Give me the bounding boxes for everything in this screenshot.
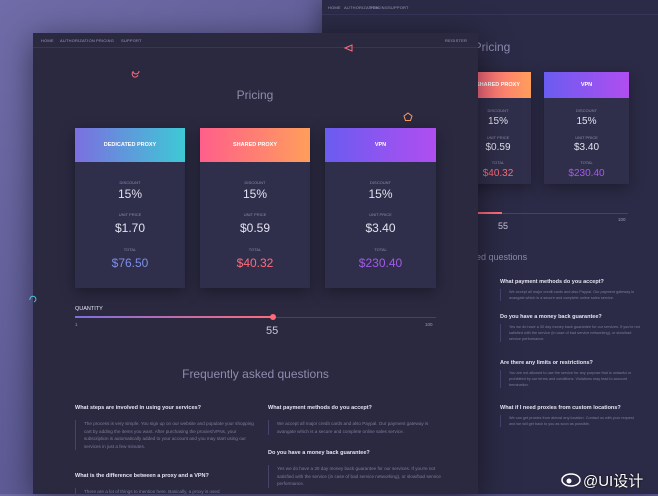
- discount-label: DISCOUNT: [487, 108, 509, 113]
- total-label: TOTAL: [491, 160, 505, 165]
- quantity-max: 100: [425, 322, 433, 327]
- unit-price: $0.59: [485, 142, 511, 153]
- faq-question: What if I need proxies from custom locat…: [500, 405, 621, 411]
- nav-item[interactable]: AUTHORIZATION: [60, 38, 95, 43]
- faq-question: What is the difference between a proxy a…: [75, 473, 209, 479]
- faq-answer: The process is very simple. You sign up …: [75, 420, 255, 450]
- weibo-icon: [561, 473, 581, 487]
- faq-title: Frequently asked questions: [182, 367, 329, 381]
- unit-price-label: UNIT PRICE: [575, 135, 598, 140]
- faq-item: What if I need proxies from custom locat…: [500, 405, 640, 427]
- register-link[interactable]: REGISTER: [445, 38, 468, 43]
- faq-item: Are there any limits or restrictions? Yo…: [500, 360, 640, 388]
- faq-item: What is the difference between a proxy a…: [75, 473, 255, 496]
- unit-price: $0.59: [239, 221, 271, 235]
- unit-price-label: UNIT PRICE: [243, 212, 267, 217]
- deco-arc: [29, 295, 37, 303]
- faq-question: What payment methods do you accept?: [268, 405, 372, 411]
- plan-card: DEDICATED PROXY DISCOUNT 15% UNIT PRICE …: [75, 128, 185, 288]
- decorations: [132, 44, 413, 121]
- faq-question: What payment methods do you accept?: [500, 279, 604, 285]
- discount-label: DISCOUNT: [244, 180, 266, 185]
- nav-bar: HOME AUTHORIZATION PRICING SUPPORT REGIS…: [33, 33, 478, 48]
- nav-item[interactable]: PRICING: [370, 5, 389, 10]
- faq-answer: Yes we do have a 30 day money back guara…: [268, 465, 448, 488]
- watermark: @UI设计: [583, 473, 644, 490]
- plan-name: SHARED PROXY: [200, 128, 310, 162]
- unit-price-label: UNIT PRICE: [369, 212, 392, 217]
- nav-item[interactable]: AUTHORIZATION: [344, 5, 379, 10]
- nav-item[interactable]: SUPPORT: [388, 5, 409, 10]
- slider-knob[interactable]: [270, 314, 276, 320]
- slider-fill: [75, 316, 273, 318]
- total: $230.40: [358, 256, 403, 270]
- total-label: TOTAL: [248, 247, 262, 252]
- plan-name: VPN: [325, 128, 436, 162]
- total: $40.32: [482, 168, 514, 179]
- discount-label: DISCOUNT: [370, 180, 391, 185]
- quantity-min: 1: [75, 322, 78, 327]
- total: $230.40: [568, 168, 605, 179]
- deco-arc: [132, 70, 140, 75]
- unit-price: $3.40: [573, 142, 600, 153]
- nav-bar: HOME AUTHORIZATION PRICING SUPPORT: [322, 0, 658, 15]
- unit-price-label: UNIT PRICE: [118, 212, 142, 217]
- nav-item[interactable]: PRICING: [96, 38, 115, 43]
- faq-item: What steps are involved in using your se…: [75, 405, 255, 450]
- total-label: TOTAL: [123, 247, 137, 252]
- quantity-label: QUANTITY: [75, 306, 103, 312]
- discount: 15%: [242, 187, 268, 201]
- slider-track: [462, 213, 628, 214]
- faq-question: What steps are involved in using your se…: [75, 405, 201, 411]
- nav-item[interactable]: SUPPORT: [121, 38, 142, 43]
- slider-fill: [462, 212, 502, 214]
- faq-question: Do you have a money back guarantee?: [500, 314, 602, 320]
- page-title: Pricing: [236, 88, 274, 102]
- deco-arc: [131, 71, 139, 78]
- discount: 15%: [117, 187, 143, 201]
- nav-item[interactable]: HOME: [41, 38, 54, 43]
- faq-answer: Yes we do have a 30 day money back guara…: [500, 324, 640, 342]
- faq-item: Do you have a money back guarantee? Yes …: [268, 450, 448, 488]
- faq-answer: We accept all major credit cards and als…: [500, 289, 640, 301]
- plan-card: SHARED PROXY DISCOUNT 15% UNIT PRICE $0.…: [200, 128, 310, 288]
- unit-price: $3.40: [365, 221, 396, 235]
- plan-card: VPN DISCOUNT 15% UNIT PRICE $3.40 TOTAL …: [544, 72, 629, 184]
- deco-pentagon: [403, 112, 413, 121]
- faq-answer: We accept all major credit cards and als…: [268, 420, 448, 435]
- total: $76.50: [111, 256, 149, 270]
- faq-answer: You are not allowed to use the service f…: [500, 370, 640, 388]
- faq-item: What payment methods do you accept? We a…: [268, 405, 448, 435]
- total-label: TOTAL: [374, 247, 387, 252]
- total-label: TOTAL: [580, 160, 593, 165]
- nav-item[interactable]: HOME: [328, 5, 341, 10]
- faq-answer: We can get proxies from almost any locat…: [500, 415, 640, 427]
- front-page: HOME AUTHORIZATION PRICING SUPPORT REGIS…: [33, 33, 478, 496]
- discount: 15%: [368, 187, 393, 201]
- faq-item: What payment methods do you accept? We a…: [500, 279, 640, 301]
- plan-name: VPN: [544, 72, 629, 98]
- discount: 15%: [487, 116, 508, 127]
- faq-answer: There are a lot of things to mention her…: [75, 488, 255, 496]
- deco-triangle: [343, 44, 353, 52]
- quantity-value: 55: [266, 325, 279, 337]
- unit-price: $1.70: [114, 221, 146, 235]
- discount-label: DISCOUNT: [576, 108, 597, 113]
- page-title: Pricing: [473, 40, 511, 54]
- faq-question: Are there any limits or restrictions?: [500, 360, 593, 366]
- discount: 15%: [576, 116, 597, 127]
- quantity-value: 55: [498, 221, 509, 231]
- plan-card: VPN DISCOUNT 15% UNIT PRICE $3.40 TOTAL …: [325, 128, 436, 288]
- total: $40.32: [236, 256, 274, 270]
- faq-question: Do you have a money back guarantee?: [268, 450, 370, 456]
- quantity-max: 100: [618, 217, 626, 222]
- faq-item: Do you have a money back guarantee? Yes …: [500, 314, 640, 342]
- plan-name: DEDICATED PROXY: [75, 128, 185, 162]
- unit-price-label: UNIT PRICE: [486, 135, 510, 140]
- discount-label: DISCOUNT: [119, 180, 141, 185]
